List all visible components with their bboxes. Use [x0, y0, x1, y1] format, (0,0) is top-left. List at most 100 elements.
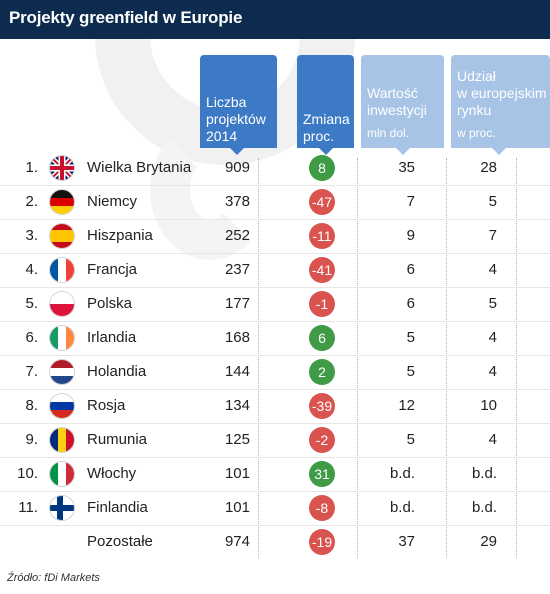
investment-value: 5 — [406, 329, 415, 346]
investment-value: 5 — [406, 363, 415, 380]
projects-value: 101 — [224, 465, 250, 482]
projects-value: 909 — [224, 159, 250, 176]
header-share-line3: rynku — [457, 102, 492, 118]
header-projects-line1: Liczba — [206, 94, 247, 110]
change-badge: -39 — [309, 393, 335, 419]
rank-label: 10. — [17, 465, 38, 482]
change-badge: -41 — [309, 257, 335, 283]
market-share-value: 4 — [488, 261, 497, 278]
row-separator — [0, 355, 550, 356]
header-projects: Liczba projektów 2014 — [200, 55, 277, 155]
russia-flag-icon — [50, 394, 74, 418]
rank-label: 1. — [25, 159, 38, 176]
rank-label: 6. — [25, 329, 38, 346]
country-name: Rumunia — [87, 431, 148, 448]
change-badge: -11 — [309, 223, 335, 249]
projects-value: 177 — [224, 295, 250, 312]
row-separator — [0, 525, 550, 526]
projects-value: 134 — [224, 397, 250, 414]
country-name: Polska — [87, 295, 133, 312]
country-name: Hiszpania — [87, 227, 153, 244]
investment-value: 9 — [406, 227, 415, 244]
market-share-value: 10 — [480, 397, 497, 414]
projects-value: 252 — [224, 227, 250, 244]
market-share-value: 4 — [488, 329, 497, 346]
source-note: Źródło: fDi Markets — [7, 572, 100, 584]
market-share-value: b.d. — [471, 499, 497, 516]
title-bar: Projekty greenfield w Europie — [0, 0, 550, 39]
market-share-value: 4 — [488, 431, 497, 448]
header-share-line2: w europejskim — [457, 85, 547, 101]
rank-label: 4. — [25, 261, 38, 278]
change-badge: -19 — [309, 529, 335, 555]
market-share-value: 28 — [480, 159, 497, 176]
investment-value: 7 — [406, 193, 415, 210]
column-separator — [258, 158, 259, 558]
row-separator — [0, 423, 550, 424]
row-separator — [0, 185, 550, 186]
projects-value: 237 — [224, 261, 250, 278]
header-value-unit: mln dol. — [367, 126, 410, 140]
change-badge: 31 — [309, 461, 335, 487]
row-separator — [0, 389, 550, 390]
investment-value: 6 — [406, 261, 415, 278]
country-name: Pozostałe — [87, 533, 153, 550]
france-flag-icon — [50, 258, 74, 282]
header-change: Zmiana proc. — [297, 55, 354, 155]
projects-value: 168 — [224, 329, 250, 346]
row-separator — [0, 321, 550, 322]
header-projects-line3: 2014 — [206, 128, 238, 144]
italy-flag-icon — [50, 462, 74, 486]
change-badge: 6 — [309, 325, 335, 351]
header-share-unit: w proc. — [457, 126, 496, 140]
finland-flag-icon — [50, 496, 74, 520]
row-separator — [0, 253, 550, 254]
country-name: Francja — [87, 261, 138, 278]
column-separator — [357, 158, 358, 558]
header-share: Udział w europejskim rynku w proc. — [451, 55, 550, 155]
rank-label: 7. — [25, 363, 38, 380]
ireland-flag-icon — [50, 326, 74, 350]
header-value: Wartość inwestycji mln dol. — [361, 55, 444, 155]
change-badge: 2 — [309, 359, 335, 385]
projects-value: 974 — [224, 533, 250, 550]
header-change-line2: proc. — [303, 128, 335, 144]
rank-label: 3. — [25, 227, 38, 244]
row-separator — [0, 287, 550, 288]
investment-value: b.d. — [389, 465, 415, 482]
investment-value: 6 — [406, 295, 415, 312]
investment-value: b.d. — [389, 499, 415, 516]
country-name: Finlandia — [87, 499, 148, 516]
change-badge: -2 — [309, 427, 335, 453]
country-name: Włochy — [87, 465, 137, 482]
spain-flag-icon — [50, 224, 74, 248]
investment-value: 5 — [406, 431, 415, 448]
investment-value: 12 — [398, 397, 415, 414]
rank-label: 5. — [25, 295, 38, 312]
rank-label: 8. — [25, 397, 38, 414]
header-value-line2: inwestycji — [367, 102, 427, 118]
row-separator — [0, 491, 550, 492]
investment-value: 35 — [398, 159, 415, 176]
germany-flag-icon — [50, 190, 74, 214]
netherlands-flag-icon — [50, 360, 74, 384]
romania-flag-icon — [50, 428, 74, 452]
rank-label — [8, 532, 38, 552]
change-badge: -1 — [309, 291, 335, 317]
header-change-line1: Zmiana — [303, 111, 350, 127]
country-name: Irlandia — [87, 329, 137, 346]
market-share-value: 4 — [488, 363, 497, 380]
chart-title: Projekty greenfield w Europie — [9, 8, 243, 27]
market-share-value: 7 — [488, 227, 497, 244]
change-badge: -8 — [309, 495, 335, 521]
market-share-value: 5 — [488, 295, 497, 312]
poland-flag-icon — [50, 292, 74, 316]
market-share-value: 5 — [488, 193, 497, 210]
column-separator — [516, 158, 517, 558]
change-badge: -47 — [309, 189, 335, 215]
header-share-line1: Udział — [457, 68, 496, 84]
change-badge: 8 — [309, 155, 335, 181]
investment-value: 37 — [398, 533, 415, 550]
country-name: Holandia — [87, 363, 147, 380]
rank-label: 11. — [18, 499, 38, 516]
